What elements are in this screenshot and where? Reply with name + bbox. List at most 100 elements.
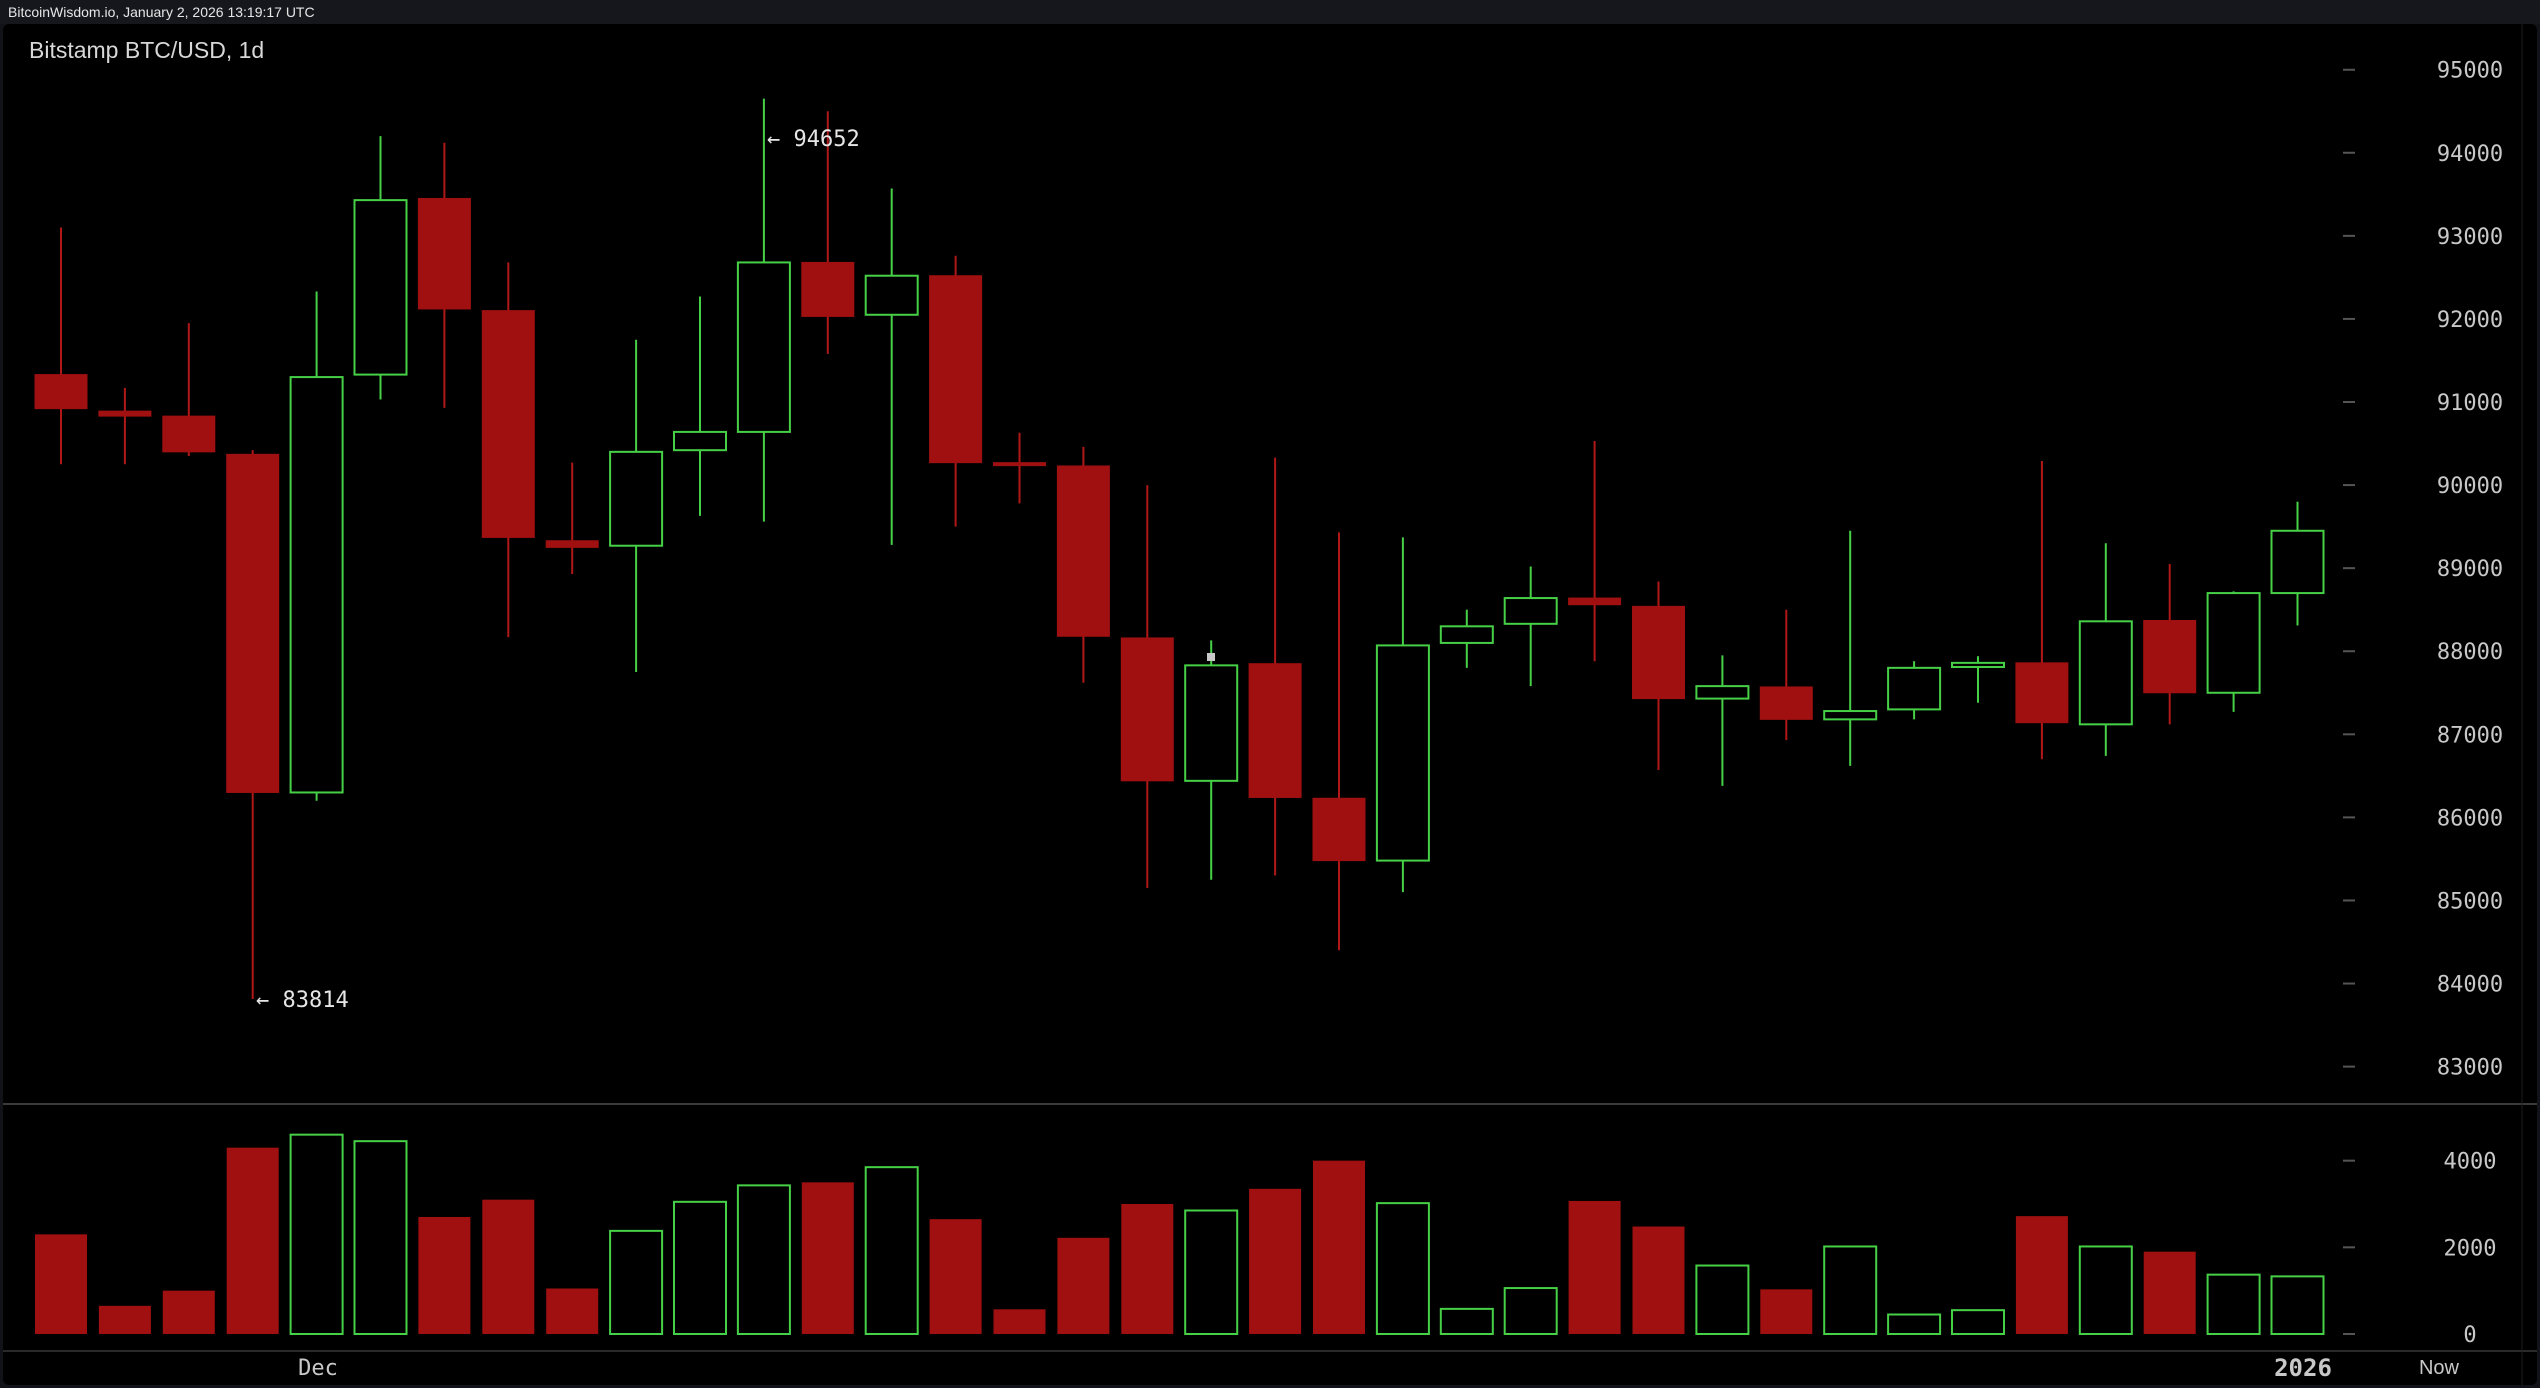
low-annotation: ← 83814 <box>256 988 349 1013</box>
candle-body-up <box>1951 661 2005 669</box>
price-tick-label: 83000 <box>2437 1056 2503 1081</box>
price-tick-label: 90000 <box>2437 474 2503 499</box>
candle <box>545 462 599 574</box>
volume-bar <box>801 1182 854 1334</box>
candle-body-up <box>1375 644 1430 862</box>
candle <box>481 262 535 638</box>
candle-body-up <box>2206 592 2261 694</box>
candlestick-chart: Bitstamp BTC/USD, 1d 83000 84000 85000 8600… <box>3 24 2537 1385</box>
candle <box>1568 441 1622 662</box>
candle <box>226 450 280 999</box>
candle-body-up <box>353 199 408 376</box>
volume-bar <box>1632 1226 1685 1334</box>
volume-bar <box>1760 1289 1813 1334</box>
candle-body-down <box>929 275 983 464</box>
candle-body-down <box>34 374 88 410</box>
volume-bar <box>1439 1307 1494 1336</box>
volume-bar <box>1568 1200 1621 1334</box>
candle <box>2078 543 2133 756</box>
volume-bar <box>1695 1264 1750 1335</box>
price-tick-label: 92000 <box>2437 308 2503 333</box>
volume-bar <box>1951 1309 2005 1335</box>
price-tick-label: 95000 <box>2437 59 2503 84</box>
candle-body-up <box>1695 685 1750 700</box>
price-tick-label: 87000 <box>2437 723 2503 748</box>
candle-body-down <box>2015 662 2069 724</box>
candle <box>864 188 919 545</box>
volume-bar <box>864 1166 919 1335</box>
candle-body-down <box>98 410 152 417</box>
candle <box>1503 566 1558 687</box>
volume-bar <box>929 1219 982 1334</box>
volume-bar <box>1823 1245 1878 1336</box>
price-tick-label: 93000 <box>2437 225 2503 250</box>
volume-bar <box>609 1229 664 1336</box>
candle-body-up <box>1184 664 1239 782</box>
price-tick-label: 86000 <box>2437 806 2503 831</box>
candle-body-up <box>1439 625 1494 644</box>
volume-bar <box>1313 1160 1365 1334</box>
price-tick-label: 88000 <box>2437 640 2503 665</box>
candle-body-down <box>545 540 599 548</box>
candle <box>2270 501 2325 626</box>
candle <box>1951 656 2005 703</box>
candle <box>993 432 1046 504</box>
candle-body-down <box>162 415 216 453</box>
volume-bar <box>2078 1245 2133 1336</box>
candle <box>417 142 471 408</box>
candle-body-up <box>1823 710 1878 721</box>
candle <box>1248 457 1302 876</box>
top-bar: BitcoinWisdom.io, January 2, 2026 13:19:… <box>0 0 2540 24</box>
price-tick-label: 89000 <box>2437 557 2503 582</box>
candle-body-down <box>1568 597 1622 606</box>
volume-bar <box>353 1140 408 1335</box>
volume-bar <box>2270 1275 2325 1336</box>
volume-bar <box>289 1133 344 1335</box>
candle-body-down <box>993 462 1046 467</box>
source-timestamp: BitcoinWisdom.io, January 2, 2026 13:19:… <box>8 4 315 20</box>
chart-title: Bitstamp BTC/USD, 1d <box>29 37 264 63</box>
x-label-year: 2026 <box>2274 1354 2332 1382</box>
price-tick-label: 85000 <box>2437 889 2503 914</box>
volume-tick-label: 2000 <box>2444 1236 2497 1261</box>
candle-body-up <box>864 274 919 316</box>
candle <box>34 227 88 465</box>
candle <box>1823 530 1878 766</box>
volume-bar <box>418 1217 471 1334</box>
volume-bar <box>98 1305 151 1334</box>
candle <box>1056 446 1110 683</box>
candle <box>2143 564 2197 725</box>
volume-bar <box>1249 1188 1302 1334</box>
volume-bar <box>1503 1287 1558 1335</box>
volume-bar <box>162 1290 215 1334</box>
candle <box>673 296 727 516</box>
candle <box>98 387 152 465</box>
price-axis: 83000 84000 85000 86000 87000 88000 89000 90000… <box>2343 59 2503 1081</box>
candle-body-up <box>1503 597 1558 625</box>
candle <box>1759 609 1813 741</box>
volume-bar <box>226 1147 279 1334</box>
price-tick-label: 91000 <box>2437 391 2503 416</box>
candle <box>1375 537 1430 893</box>
volume-bar <box>2015 1216 2068 1334</box>
volume-bar <box>1184 1209 1239 1335</box>
candle-body-up <box>2078 620 2133 726</box>
volume-bar <box>673 1200 727 1336</box>
price-tick-label: 84000 <box>2437 973 2503 998</box>
candle <box>1887 661 1942 720</box>
candle-body-down <box>801 261 855 317</box>
candle <box>2015 460 2069 760</box>
candle <box>1695 655 1750 786</box>
candle <box>1184 640 1239 880</box>
volume-bar <box>35 1234 87 1334</box>
volume-bar <box>1375 1202 1430 1335</box>
candle-body-down <box>1056 465 1110 637</box>
candle-body-up <box>673 430 727 452</box>
price-tick-label: 94000 <box>2437 142 2503 167</box>
volume-bar <box>993 1309 1046 1334</box>
volume-bar <box>1121 1204 1174 1334</box>
volume-axis: 0 2000 4000 <box>2343 1150 2496 1348</box>
candle-body-up <box>1887 666 1942 711</box>
volume-bar <box>482 1199 535 1334</box>
x-label-now: Now <box>2419 1357 2460 1379</box>
